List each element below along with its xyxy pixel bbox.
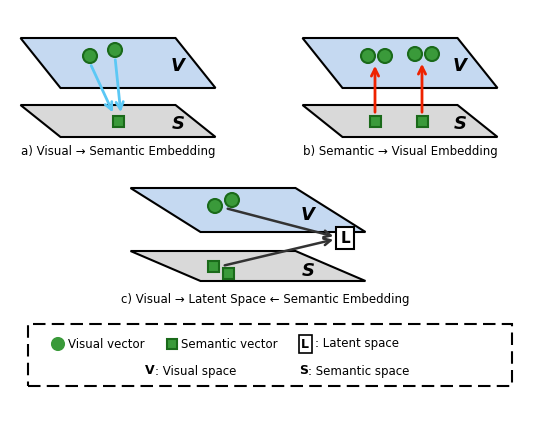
Bar [416, 116, 428, 127]
Bar [112, 116, 124, 127]
Text: a) Visual → Semantic Embedding: a) Visual → Semantic Embedding [21, 145, 215, 158]
Text: V: V [171, 57, 185, 75]
Text: : Visual space: : Visual space [155, 365, 237, 377]
Text: V: V [453, 57, 467, 75]
Bar [167, 339, 177, 349]
Bar [207, 261, 219, 271]
Circle shape [361, 49, 375, 63]
Polygon shape [21, 105, 215, 137]
Text: V: V [145, 365, 155, 377]
Text: S: S [299, 365, 308, 377]
Polygon shape [21, 38, 215, 88]
Polygon shape [302, 38, 497, 88]
Circle shape [83, 49, 97, 63]
Polygon shape [302, 105, 497, 137]
Text: Semantic vector: Semantic vector [181, 338, 278, 351]
Circle shape [425, 47, 439, 61]
Circle shape [378, 49, 392, 63]
Circle shape [108, 43, 122, 57]
Text: S: S [454, 115, 467, 133]
Circle shape [52, 338, 64, 350]
Text: L: L [301, 338, 309, 351]
Circle shape [225, 193, 239, 207]
Polygon shape [131, 251, 366, 281]
Text: L: L [340, 231, 350, 246]
Text: : Semantic space: : Semantic space [308, 365, 409, 377]
Text: V: V [301, 206, 315, 224]
Text: S: S [172, 115, 185, 133]
Text: c) Visual → Latent Space ← Semantic Embedding: c) Visual → Latent Space ← Semantic Embe… [121, 294, 409, 306]
Bar [369, 116, 381, 127]
Bar [222, 268, 233, 279]
Circle shape [208, 199, 222, 213]
Polygon shape [131, 188, 366, 232]
Text: b) Semantic → Visual Embedding: b) Semantic → Visual Embedding [302, 145, 497, 158]
FancyBboxPatch shape [28, 324, 512, 386]
Text: : Latent space: : Latent space [315, 338, 399, 351]
Text: Visual vector: Visual vector [68, 338, 145, 351]
Text: S: S [301, 262, 314, 280]
Circle shape [408, 47, 422, 61]
